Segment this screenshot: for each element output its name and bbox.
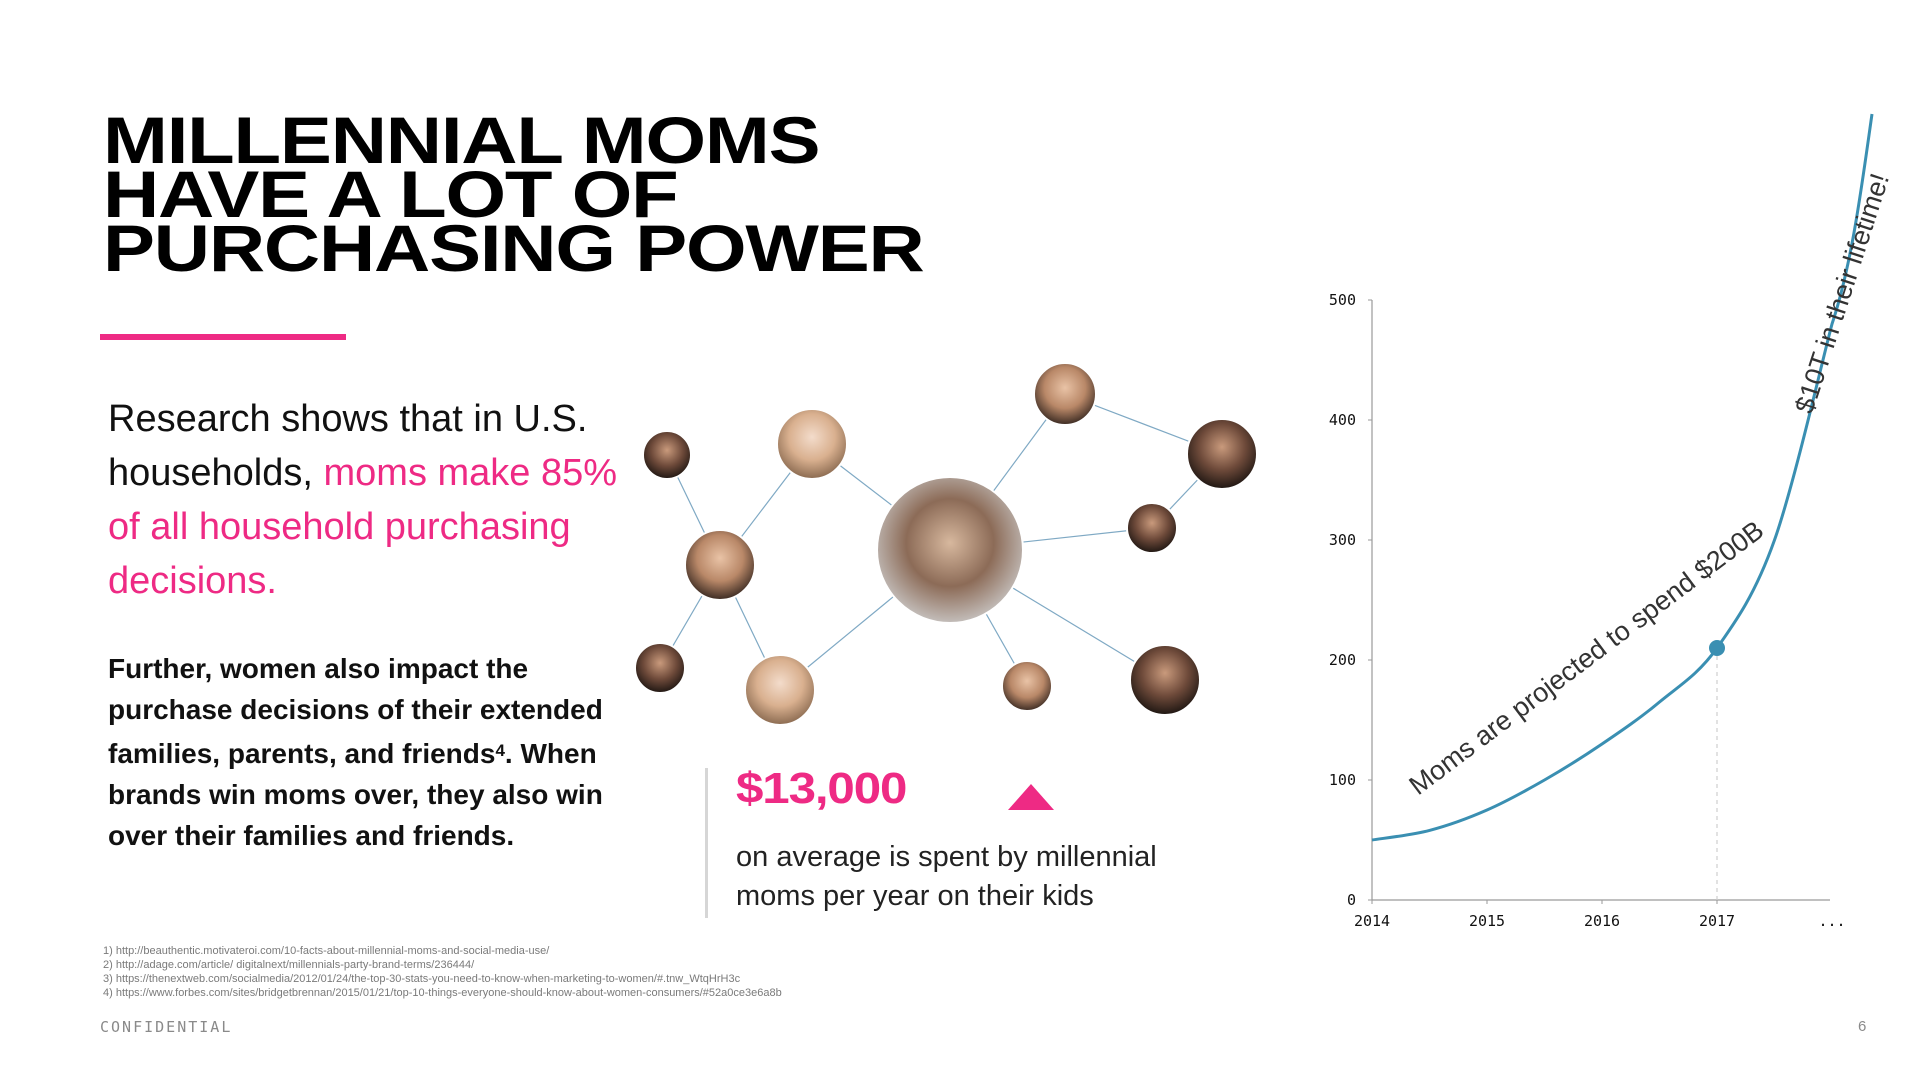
footnote-1: 1) http://beauthentic.motivateroi.com/10… [103, 945, 550, 957]
title-accent-rule [100, 334, 346, 340]
footnotes: 1) http://beauthentic.motivateroi.com/10… [103, 944, 782, 1000]
x-tick-label: 2014 [1354, 912, 1390, 930]
slide-title: MILLENNIAL MOMS HAVE A LOT OF PURCHASING… [103, 103, 1283, 285]
x-tick-label: 2016 [1584, 912, 1620, 930]
series-line [1371, 113, 1874, 842]
y-tick-labels: 0 100 200 300 400 500 [1329, 291, 1372, 909]
footnote-3: 3) https://thenextweb.com/socialmedia/20… [103, 973, 741, 985]
y-tick-label: 200 [1329, 651, 1356, 669]
stat-divider [705, 768, 708, 918]
footnote-4: 4) https://www.forbes.com/sites/bridgetb… [103, 987, 782, 999]
influence-network-icon [634, 362, 1258, 726]
x-tick-label: ... [1818, 912, 1845, 930]
lead-paragraph: Research shows that in U.S. households, … [108, 392, 628, 608]
x-tick-label: 2015 [1469, 912, 1505, 930]
spending-growth-chart: 0 100 200 300 400 500 2014 2015 2016 2017... Mom… [1329, 113, 1895, 930]
y-tick-label: 500 [1329, 291, 1356, 309]
y-tick-label: 100 [1329, 771, 1356, 789]
y-tick-label: 400 [1329, 411, 1356, 429]
lead-highlight: moms make 85% of all household purchasin… [108, 452, 618, 602]
x-tick-label: 2017 [1699, 912, 1735, 930]
y-tick-label: 300 [1329, 531, 1356, 549]
body-paragraph: Further, women also impact the purchase … [108, 648, 628, 856]
body-text-part2: . When brands win moms over, they also w… [108, 738, 603, 851]
body-text-part1: Further, women also impact the purchase … [108, 653, 603, 769]
footnote-2: 2) http://adage.com/article/ digitalnext… [103, 959, 475, 971]
title-line: PURCHASING POWER [103, 211, 925, 285]
confidential-label: CONFIDENTIAL [100, 1018, 233, 1036]
stat-caption: on average is spent by millennial moms p… [736, 841, 1157, 912]
lead-text: Research shows that in U.S. households, [108, 398, 588, 494]
highlight-point [1709, 640, 1725, 656]
page-number: 6 [1858, 1018, 1867, 1035]
y-tick-label: 0 [1347, 891, 1356, 909]
annotation-10t: $10T in their lifetime! [1789, 170, 1895, 417]
triangle-up-icon [1008, 784, 1054, 810]
stat-value: $13,000 [736, 764, 907, 813]
x-tick-labels: 2014 2015 2016 2017... [1354, 900, 1846, 930]
title-line: HAVE A LOT OF [103, 157, 679, 231]
title-line: MILLENNIAL MOMS [103, 103, 821, 177]
footnote-ref: 4 [495, 741, 505, 760]
annotation-200b: Moms are projected to spend $200B [1404, 515, 1770, 801]
